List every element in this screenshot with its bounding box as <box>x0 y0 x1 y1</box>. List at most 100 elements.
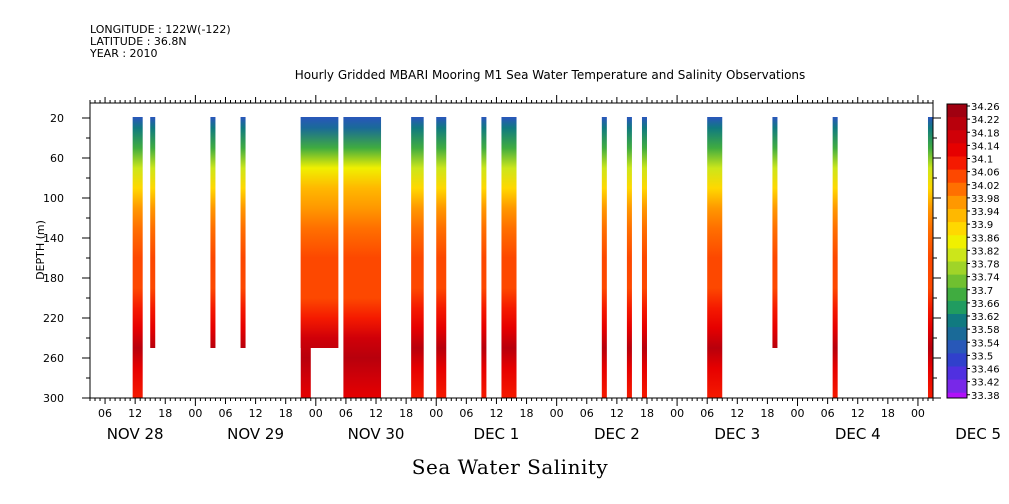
colorbar-label: 33.46 <box>971 365 1000 376</box>
x-hour-label: 00 <box>309 407 323 420</box>
x-hour-label: 12 <box>249 407 263 420</box>
colorbar-label: 34.22 <box>971 115 1000 126</box>
x-hour-label: 18 <box>279 407 293 420</box>
x-hour-label: 06 <box>821 407 835 420</box>
colorbar-swatch <box>947 182 967 197</box>
data-segment <box>601 117 607 398</box>
x-day-label: DEC 1 <box>474 425 520 443</box>
colorbar-label: 34.18 <box>971 128 1000 139</box>
colorbar-label: 34.06 <box>971 168 1000 179</box>
colorbar-swatch <box>947 327 967 341</box>
colorbar-swatch <box>947 156 967 171</box>
colorbar-swatch <box>947 169 967 184</box>
x-day-label: NOV 28 <box>107 425 164 443</box>
latitude-label: LATITUDE : 36.8N <box>90 35 187 48</box>
y-tick-label: 100 <box>43 192 64 205</box>
colorbar-swatch <box>947 261 967 276</box>
x-day-label: NOV 29 <box>227 425 284 443</box>
colorbar-label: 33.66 <box>971 299 1000 310</box>
colorbar-swatch <box>947 340 967 354</box>
colorbar-swatch <box>947 209 967 223</box>
x-day-label: DEC 4 <box>835 425 881 443</box>
colorbar-label: 33.74 <box>971 273 1000 284</box>
x-axis-label: Sea Water Salinity <box>411 455 609 479</box>
colorbar-label: 33.78 <box>971 260 1000 271</box>
y-tick-label: 180 <box>43 272 64 285</box>
x-day-label: DEC 3 <box>714 425 760 443</box>
colorbar-label: 33.98 <box>971 194 1000 205</box>
colorbar-label: 33.62 <box>971 312 1000 323</box>
data-segment <box>300 117 311 398</box>
x-hour-label: 12 <box>730 407 744 420</box>
colorbar-swatch <box>947 314 967 328</box>
colorbar-label: 33.42 <box>971 378 1000 389</box>
data-segment <box>132 117 143 398</box>
y-axis-ticks: 20 60 100 140 180 220 260 300 <box>43 112 941 405</box>
data-segment <box>210 117 216 348</box>
data-segment <box>641 117 647 398</box>
x-hour-label: 18 <box>399 407 413 420</box>
colorbar-label: 33.7 <box>971 286 993 297</box>
x-hour-label: 00 <box>791 407 805 420</box>
x-hour-label: 00 <box>429 407 443 420</box>
data-segment <box>707 117 723 398</box>
year-label: YEAR : 2010 <box>90 47 158 60</box>
x-day-label: DEC 2 <box>594 425 640 443</box>
colorbar-label: 33.38 <box>971 391 1000 402</box>
x-hour-label: 06 <box>339 407 353 420</box>
data-segment <box>481 117 487 398</box>
colorbar-frame <box>946 103 968 399</box>
x-hour-label: 00 <box>550 407 564 420</box>
colorbar-swatch <box>947 235 967 249</box>
y-axis-label: DEPTH (m) <box>34 220 47 280</box>
data-segment <box>343 117 382 398</box>
y-tick-label: 300 <box>43 392 64 405</box>
x-hour-label: 12 <box>128 407 142 420</box>
longitude-label: LONGITUDE : 122W(-122) <box>90 23 231 36</box>
colorbar-swatch <box>947 353 967 367</box>
x-day-label: DEC 5 <box>955 425 1001 443</box>
colorbar-label: 33.58 <box>971 325 1000 336</box>
x-hour-label: 18 <box>881 407 895 420</box>
y-tick-label: 60 <box>50 152 64 165</box>
x-hour-label: 06 <box>580 407 594 420</box>
colorbar-swatch <box>947 300 967 315</box>
x-hour-label: 12 <box>851 407 865 420</box>
x-hour-label: 06 <box>459 407 473 420</box>
data-segment <box>240 117 246 348</box>
colorbar-label: 34.02 <box>971 181 1000 192</box>
x-hour-label: 06 <box>700 407 714 420</box>
colorbar-label: 34.1 <box>971 155 993 166</box>
data-segment <box>832 117 838 398</box>
colorbar-swatch <box>947 143 967 157</box>
data-segment <box>411 117 424 398</box>
y-tick-label: 20 <box>50 112 64 125</box>
colorbar-label: 33.94 <box>971 207 1000 218</box>
x-hour-label: 00 <box>911 407 925 420</box>
colorbar-swatch <box>947 104 967 118</box>
y-tick-label: 140 <box>43 232 64 245</box>
colorbar-swatch <box>947 392 967 399</box>
colorbar-label: 33.5 <box>971 351 993 362</box>
colorbar-swatch <box>947 248 967 262</box>
colorbar-swatch <box>947 222 967 236</box>
x-hour-label: 12 <box>369 407 383 420</box>
x-hour-label: 06 <box>218 407 232 420</box>
colorbar-swatch <box>947 195 967 210</box>
colorbar-label: 33.54 <box>971 338 1000 349</box>
colorbar-label: 33.82 <box>971 246 1000 257</box>
x-hour-label: 18 <box>520 407 534 420</box>
colorbar: 34.26 34.22 34.18 34.14 34.1 34.06 34.02 33.98 3… <box>946 102 1000 402</box>
colorbar-swatch <box>947 130 967 144</box>
data-segment <box>150 117 156 348</box>
data-segment <box>772 117 778 348</box>
x-hour-label: 18 <box>760 407 774 420</box>
x-axis-ticks: 06 12 18 00 06 12 18 00 06 12 18 00 06 12 18 00 06 12 18 00… <box>89 95 1001 443</box>
data-segment <box>436 117 447 398</box>
x-hour-label: 06 <box>98 407 112 420</box>
colorbar-label: 33.9 <box>971 220 993 231</box>
data-segment <box>626 117 632 398</box>
chart-title: Hourly Gridded MBARI Mooring M1 Sea Wate… <box>294 68 806 82</box>
colorbar-swatch <box>947 366 967 381</box>
